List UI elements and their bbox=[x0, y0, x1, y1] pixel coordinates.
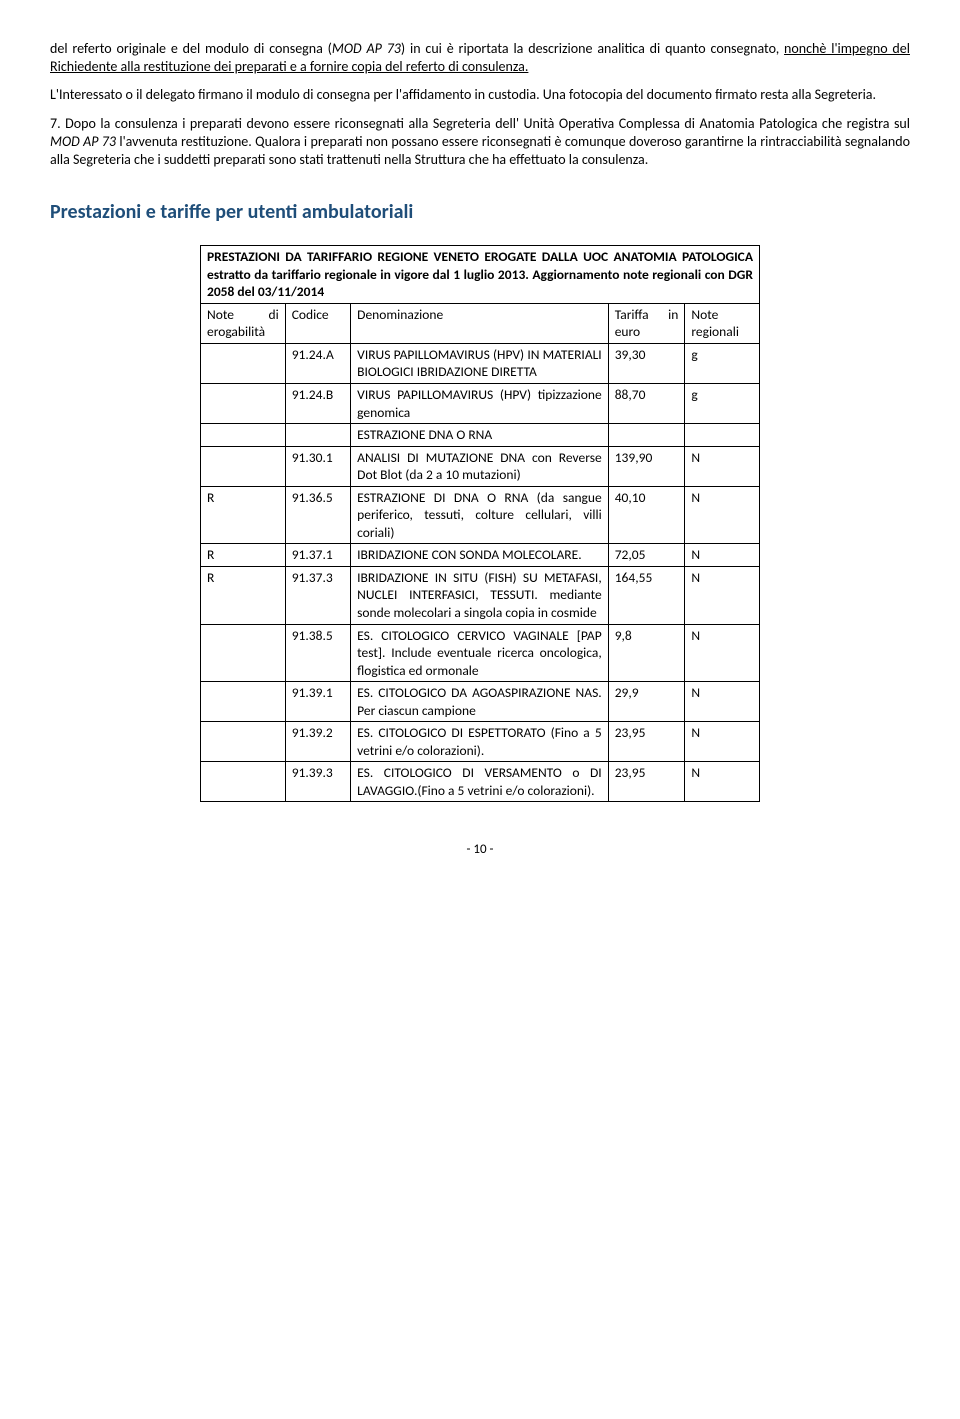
cell-c3: ES. CITOLOGICO DA AGOASPIRAZIONE NAS. Pe… bbox=[351, 682, 609, 722]
cell-c5: N bbox=[685, 544, 760, 567]
cell-c1 bbox=[201, 722, 286, 762]
cell-c5: g bbox=[685, 383, 760, 423]
cell-c3: ESTRAZIONE DI DNA O RNA (da sangue perif… bbox=[351, 486, 609, 544]
cell-c5: N bbox=[685, 722, 760, 762]
cell-c1 bbox=[201, 383, 286, 423]
cell-c5: N bbox=[685, 566, 760, 624]
table-row: R91.37.1IBRIDAZIONE CON SONDA MOLECOLARE… bbox=[201, 544, 760, 567]
cell-c2: 91.37.1 bbox=[285, 544, 350, 567]
cell-c2: 91.38.5 bbox=[285, 624, 350, 682]
cell-c1 bbox=[201, 682, 286, 722]
cell-c1 bbox=[201, 446, 286, 486]
cell-c5: N bbox=[685, 682, 760, 722]
cell-c4: 23,95 bbox=[608, 762, 685, 802]
cell-c4: 39,30 bbox=[608, 343, 685, 383]
cell-c2: 91.37.3 bbox=[285, 566, 350, 624]
section-title: Prestazioni e tariffe per utenti ambulat… bbox=[50, 199, 910, 225]
cell-c4: 139,90 bbox=[608, 446, 685, 486]
cell-c4: 29,9 bbox=[608, 682, 685, 722]
cell-c4: 164,55 bbox=[608, 566, 685, 624]
cell-c3: VIRUS PAPILLOMAVIRUS (HPV) IN MATERIALI … bbox=[351, 343, 609, 383]
cell-c2: 91.24.A bbox=[285, 343, 350, 383]
cell-c1: R bbox=[201, 486, 286, 544]
col-header-tariffa: Tariffa in euro bbox=[608, 303, 685, 343]
paragraph-3: 7. Dopo la consulenza i preparati devono… bbox=[50, 115, 910, 170]
cell-c5: N bbox=[685, 762, 760, 802]
cell-c3: ES. CITOLOGICO CERVICO VAGINALE [PAP tes… bbox=[351, 624, 609, 682]
cell-c3: IBRIDAZIONE CON SONDA MOLECOLARE. bbox=[351, 544, 609, 567]
cell-c1 bbox=[201, 624, 286, 682]
table-row: 91.30.1ANALISI DI MUTAZIONE DNA con Reve… bbox=[201, 446, 760, 486]
cell-c5: N bbox=[685, 486, 760, 544]
cell-c4 bbox=[608, 424, 685, 447]
col-header-denominazione: Denominazione bbox=[351, 303, 609, 343]
cell-c3: VIRUS PAPILLOMAVIRUS (HPV) tipizzazione … bbox=[351, 383, 609, 423]
cell-c4: 9,8 bbox=[608, 624, 685, 682]
cell-c2: 91.24.B bbox=[285, 383, 350, 423]
cell-c5: N bbox=[685, 446, 760, 486]
p1-part-a: del referto originale e del modulo di co… bbox=[50, 40, 784, 57]
table-row: 91.24.AVIRUS PAPILLOMAVIRUS (HPV) IN MAT… bbox=[201, 343, 760, 383]
table-row: 91.24.BVIRUS PAPILLOMAVIRUS (HPV) tipizz… bbox=[201, 383, 760, 423]
cell-c2: 91.39.3 bbox=[285, 762, 350, 802]
cell-c1 bbox=[201, 762, 286, 802]
cell-c3: ANALISI DI MUTAZIONE DNA con Reverse Dot… bbox=[351, 446, 609, 486]
cell-c5: g bbox=[685, 343, 760, 383]
cell-c5: N bbox=[685, 624, 760, 682]
cell-c3: ES. CITOLOGICO DI ESPETTORATO (Fino a 5 … bbox=[351, 722, 609, 762]
table-row: 91.39.3ES. CITOLOGICO DI VERSAMENTO o DI… bbox=[201, 762, 760, 802]
tariff-table: PRESTAZIONI DA TARIFFARIO REGIONE VENETO… bbox=[200, 245, 760, 802]
col-header-erogabilita: Note di erogabilità bbox=[201, 303, 286, 343]
cell-c4: 72,05 bbox=[608, 544, 685, 567]
table-title: PRESTAZIONI DA TARIFFARIO REGIONE VENETO… bbox=[201, 246, 760, 304]
cell-c3: ESTRAZIONE DNA O RNA bbox=[351, 424, 609, 447]
cell-c3: ES. CITOLOGICO DI VERSAMENTO o DI LAVAGG… bbox=[351, 762, 609, 802]
paragraph-1: del referto originale e del modulo di co… bbox=[50, 40, 910, 76]
cell-c2 bbox=[285, 424, 350, 447]
table-row: 91.39.1ES. CITOLOGICO DA AGOASPIRAZIONE … bbox=[201, 682, 760, 722]
cell-c2: 91.39.1 bbox=[285, 682, 350, 722]
cell-c2: 91.36.5 bbox=[285, 486, 350, 544]
cell-c3: IBRIDAZIONE IN SITU (FISH) SU METAFASI, … bbox=[351, 566, 609, 624]
cell-c2: 91.39.2 bbox=[285, 722, 350, 762]
cell-c1: R bbox=[201, 566, 286, 624]
col-header-codice: Codice bbox=[285, 303, 350, 343]
cell-c1 bbox=[201, 424, 286, 447]
table-row: R91.37.3IBRIDAZIONE IN SITU (FISH) SU ME… bbox=[201, 566, 760, 624]
cell-c2: 91.30.1 bbox=[285, 446, 350, 486]
cell-c4: 40,10 bbox=[608, 486, 685, 544]
table-row: R91.36.5ESTRAZIONE DI DNA O RNA (da sang… bbox=[201, 486, 760, 544]
page-number: - 10 - bbox=[50, 842, 910, 859]
cell-c5 bbox=[685, 424, 760, 447]
cell-c4: 23,95 bbox=[608, 722, 685, 762]
table-row: ESTRAZIONE DNA O RNA bbox=[201, 424, 760, 447]
cell-c1: R bbox=[201, 544, 286, 567]
cell-c1 bbox=[201, 343, 286, 383]
table-row: 91.38.5ES. CITOLOGICO CERVICO VAGINALE [… bbox=[201, 624, 760, 682]
cell-c4: 88,70 bbox=[608, 383, 685, 423]
table-row: 91.39.2ES. CITOLOGICO DI ESPETTORATO (Fi… bbox=[201, 722, 760, 762]
paragraph-2: L'Interessato o il delegato firmano il m… bbox=[50, 86, 910, 104]
col-header-note: Note regionali bbox=[685, 303, 760, 343]
